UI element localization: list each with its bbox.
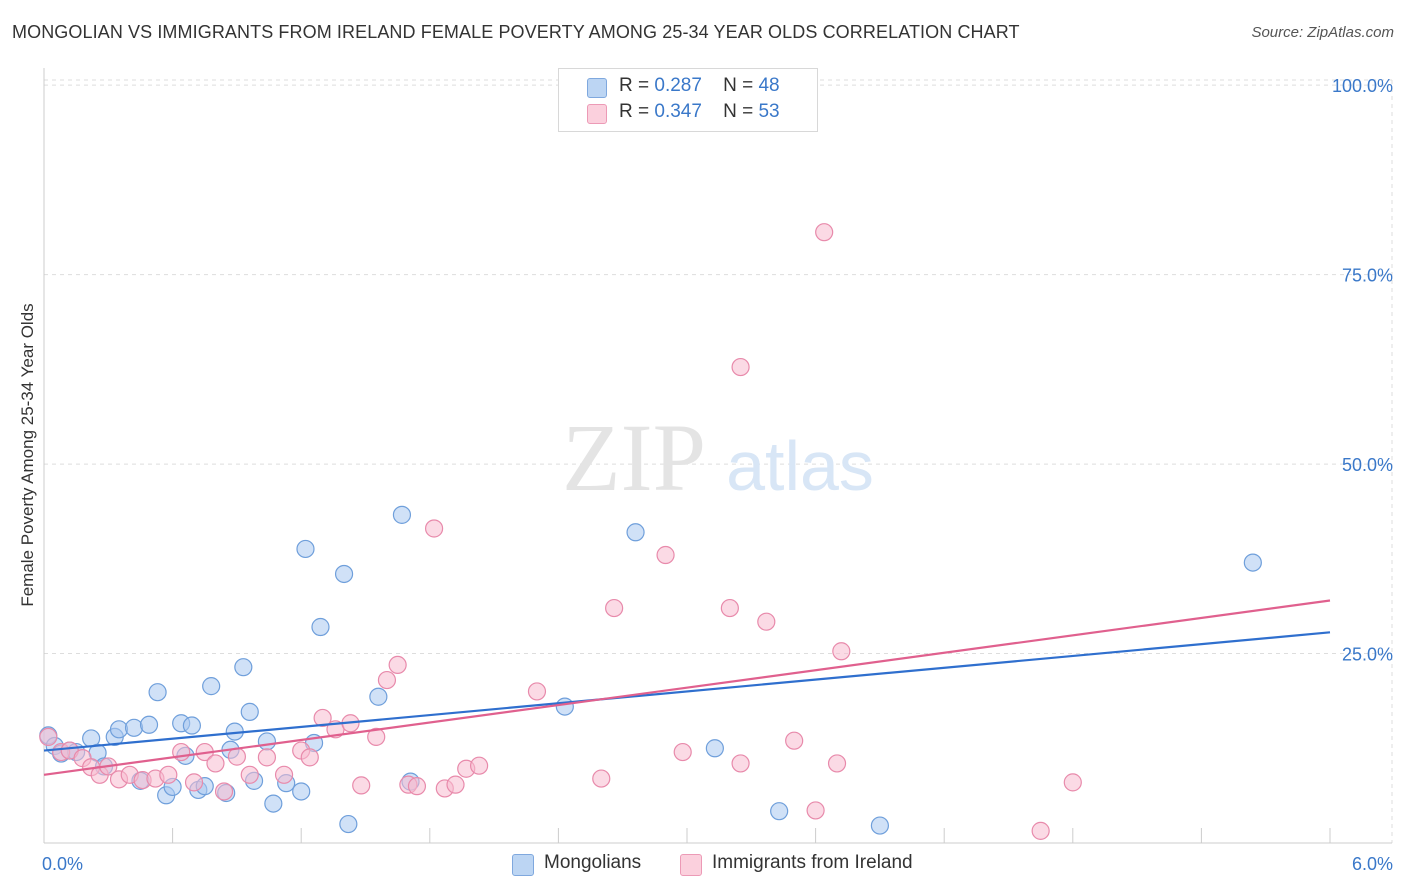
mongolians-point-31 <box>292 782 311 801</box>
ireland-point-48 <box>827 754 847 773</box>
mongolians-point-37 <box>369 687 388 706</box>
mongolians-point-40 <box>555 697 574 716</box>
mongolians-point-42 <box>705 739 724 758</box>
y-tick-label-0: 25.0% <box>1342 645 1393 665</box>
points-layer <box>39 223 1262 840</box>
mongolians-point-38 <box>392 505 412 524</box>
legend-swatch-ireland <box>587 104 607 124</box>
watermark: ZIP atlas <box>562 404 874 511</box>
legend-r-value: 0.347 <box>654 101 702 122</box>
axes-layer <box>43 68 1392 844</box>
legend-n-value: 48 <box>758 75 780 96</box>
ireland-point-36 <box>469 756 489 775</box>
ireland-point-45 <box>785 731 804 750</box>
mongolians-point-36 <box>339 814 358 834</box>
ireland-point-0 <box>39 727 58 747</box>
mongolians-point-29 <box>264 794 283 813</box>
ireland-point-18 <box>240 765 259 784</box>
mongolians-point-28 <box>257 732 277 751</box>
watermark-atlas: atlas <box>726 427 874 505</box>
mongolians-point-43 <box>770 802 789 821</box>
x-tick-label-max: 6.0% <box>1352 854 1393 874</box>
mongolians-point-21 <box>202 677 221 696</box>
legend-r-value: 0.287 <box>654 75 702 96</box>
legend-label-ireland: Immigrants from Ireland <box>712 852 913 873</box>
ireland-point-32 <box>424 519 444 538</box>
ireland-point-51 <box>1063 773 1082 792</box>
legend-n-label: N = <box>723 75 754 96</box>
ireland-trend-line <box>43 599 1331 776</box>
tick-labels: 25.0% 50.0% 75.0% 100.0% 0.0% 6.0% <box>42 76 1393 874</box>
ireland-point-16 <box>214 782 234 801</box>
mongolians-point-25 <box>234 658 253 677</box>
ireland-point-29 <box>388 655 407 675</box>
mongolians-point-41 <box>626 523 645 542</box>
legend-r-label: R = <box>619 101 650 122</box>
legend-n-label: N = <box>723 101 754 122</box>
ireland-point-22 <box>300 748 319 767</box>
ireland-point-43 <box>731 754 750 773</box>
grid-layer <box>44 79 1393 843</box>
series-legend: Mongolians Immigrants from Ireland <box>0 852 1406 878</box>
legend-n-value: 53 <box>758 101 780 122</box>
mongolians-point-10 <box>124 718 144 737</box>
ireland-point-31 <box>407 777 427 796</box>
mongolians-point-35 <box>334 564 354 584</box>
ireland-point-47 <box>815 223 834 242</box>
ireland-point-28 <box>377 670 397 690</box>
ireland-point-13 <box>184 773 204 792</box>
ireland-point-27 <box>367 727 386 747</box>
source-label: Source: ZipAtlas.com <box>1251 24 1394 41</box>
y-tick-label-3: 100.0% <box>1332 76 1393 96</box>
ireland-point-49 <box>832 642 851 661</box>
legend-swatch-ireland <box>680 854 702 876</box>
ireland-point-41 <box>673 742 692 762</box>
legend-swatch-mongolians <box>512 854 534 876</box>
mongolians-point-32 <box>296 539 315 559</box>
stats-legend: R = 0.287 N = 48 R = 0.347 N = 53 <box>558 68 818 132</box>
watermark-zip: ZIP <box>562 404 706 511</box>
x-tick-label-min: 0.0% <box>42 854 83 874</box>
ireland-point-15 <box>206 754 225 773</box>
y-tick-label-2: 75.0% <box>1342 266 1393 286</box>
legend-r-label: R = <box>619 75 650 96</box>
ireland-point-26 <box>352 776 371 795</box>
y-tick-label-1: 50.0% <box>1342 455 1393 475</box>
legend-swatch-mongolians <box>587 78 607 98</box>
mongolians-point-13 <box>148 683 167 702</box>
chart-title: MONGOLIAN VS IMMIGRANTS FROM IRELAND FEM… <box>12 22 1020 42</box>
ireland-point-23 <box>313 708 332 728</box>
ireland-point-17 <box>227 747 246 766</box>
trend-layer <box>43 599 1331 776</box>
legend-label-mongolians: Mongolians <box>544 852 642 873</box>
ireland-point-20 <box>274 765 294 784</box>
mongolians-point-26 <box>240 702 259 721</box>
ireland-point-38 <box>592 769 611 788</box>
mongolians-point-12 <box>139 715 159 734</box>
ireland-point-11 <box>159 765 178 784</box>
ireland-point-37 <box>527 682 547 701</box>
ireland-point-40 <box>656 545 675 565</box>
mongolians-point-34 <box>311 617 330 637</box>
ireland-point-52 <box>731 357 750 377</box>
mongolians-point-45 <box>1243 553 1262 572</box>
ireland-point-50 <box>1031 821 1050 840</box>
mongolians-point-9 <box>109 720 129 739</box>
ireland-point-44 <box>757 612 776 631</box>
ireland-point-46 <box>806 801 825 820</box>
ireland-point-19 <box>257 748 277 767</box>
mongolians-point-18 <box>182 716 201 735</box>
ireland-point-34 <box>446 775 465 794</box>
ireland-point-42 <box>720 598 739 618</box>
mongolians-point-44 <box>870 816 890 835</box>
mongolians-trend-line <box>43 631 1331 752</box>
ireland-point-39 <box>605 598 624 618</box>
